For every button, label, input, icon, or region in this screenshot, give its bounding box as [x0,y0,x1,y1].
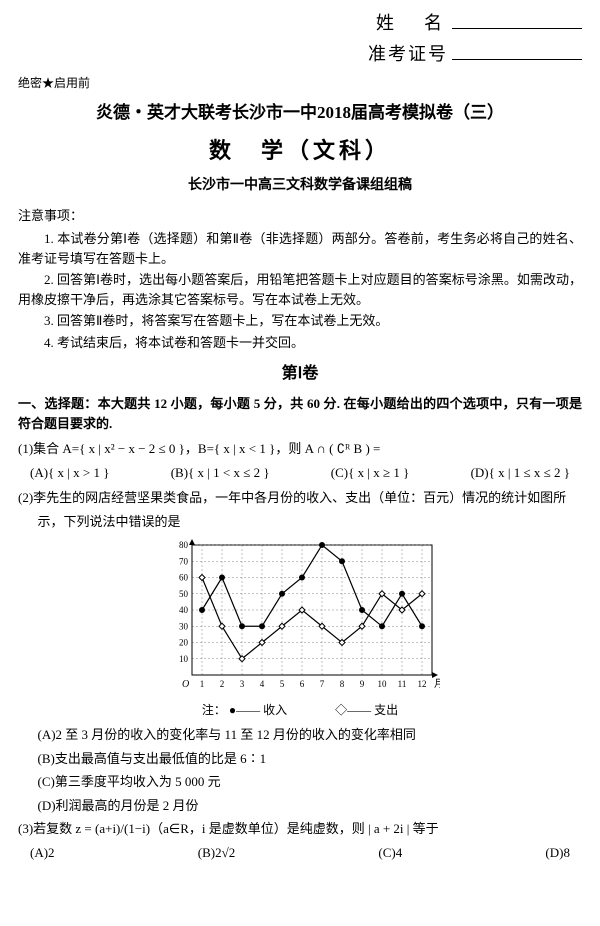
q2-opt-d: (D)利润最高的月份是 2 月份 [18,796,582,816]
svg-text:50: 50 [179,589,189,599]
svg-text:月: 月 [434,678,440,690]
q2-opt-b: (B)支出最高值与支出最低值的比是 6∶1 [18,749,582,769]
name-underline [452,11,582,29]
q3-stem: (3)若复数 z = (a+i)/(1−i)（a∈R，i 是虚数单位）是纯虚数，… [18,819,582,839]
notice-item: 3. 回答第Ⅱ卷时，将答案写在答题卡上，写在本试卷上无效。 [18,311,582,331]
chart-container: 1020304050607080123456789101112O月 [18,537,582,697]
q3-opt-d: (D)8 [545,843,570,863]
svg-text:11: 11 [398,679,407,689]
chart-legend: 注： ●—— 收入 ◇—— 支出 [18,701,582,719]
q2-opt-a: (A)2 至 3 月份的收入的变化率与 11 至 12 月份的收入的变化率相同 [18,725,582,745]
id-underline [452,42,582,60]
svg-text:7: 7 [320,679,325,689]
q1-opt-c: (C){ x | x ≥ 1 } [331,463,410,483]
q2-opt-c: (C)第三季度平均收入为 5 000 元 [18,772,582,792]
q3-opt-a: (A)2 [30,843,55,863]
section1-head: 一、选择题：本大题共 12 小题，每小题 5 分，共 60 分. 在每小题给出的… [18,394,582,433]
income-expense-chart: 1020304050607080123456789101112O月 [160,537,440,697]
notice-list: 1. 本试卷分第Ⅰ卷（选择题）和第Ⅱ卷（非选择题）两部分。答卷前，考生务必将自己… [18,229,582,352]
notice-item: 2. 回答第Ⅰ卷时，选出每小题答案后，用铅笔把答题卡上对应题目的答案标号涂黑。如… [18,270,582,309]
q3-opt-b: (B)2√2 [198,843,235,863]
id-field-row: 准考证号 [18,41,582,68]
q2-stem-line2: 示，下列说法中错误的是 [18,512,582,532]
svg-text:4: 4 [260,679,265,689]
q1-options: (A){ x | x > 1 } (B){ x | 1 < x ≤ 2 } (C… [18,463,582,483]
id-label: 准考证号 [368,41,448,68]
svg-text:30: 30 [179,621,189,631]
svg-text:2: 2 [220,679,225,689]
q3-options: (A)2 (B)2√2 (C)4 (D)8 [18,843,582,863]
subject-title: 数 学（文科） [18,134,582,167]
svg-text:8: 8 [340,679,345,689]
confidential-mark: 绝密★启用前 [18,74,582,92]
main-title: 炎德・英才大联考长沙市一中2018届高考模拟卷（三） [18,100,582,126]
svg-text:3: 3 [240,679,245,689]
svg-text:O: O [182,679,189,690]
svg-text:20: 20 [179,638,189,648]
notice-item: 1. 本试卷分第Ⅰ卷（选择题）和第Ⅱ卷（非选择题）两部分。答卷前，考生务必将自己… [18,229,582,268]
source-line: 长沙市一中高三文科数学备课组组稿 [18,175,582,196]
svg-text:1: 1 [200,679,205,689]
svg-text:12: 12 [418,679,427,689]
notice-head: 注意事项： [18,206,582,226]
q2-stem-line1: (2)李先生的网店经营坚果类食品，一年中各月份的收入、支出（单位：百元）情况的统… [18,488,582,508]
q1-opt-a: (A){ x | x > 1 } [30,463,109,483]
svg-text:5: 5 [280,679,285,689]
svg-text:6: 6 [300,679,305,689]
name-label: 姓 名 [376,10,448,37]
notice-item: 4. 考试结束后，将本试卷和答题卡一并交回。 [18,333,582,353]
header-fields: 姓 名 准考证号 [18,10,582,68]
name-field-row: 姓 名 [18,10,582,37]
svg-text:10: 10 [378,679,388,689]
svg-text:60: 60 [179,573,189,583]
svg-text:70: 70 [179,556,189,566]
q1-opt-d: (D){ x | 1 ≤ x ≤ 2 } [471,463,570,483]
q1-opt-b: (B){ x | 1 < x ≤ 2 } [171,463,270,483]
svg-text:80: 80 [179,540,189,550]
q1-stem: (1)集合 A={ x | x² − x − 2 ≤ 0 }，B={ x | x… [18,439,582,459]
svg-text:40: 40 [179,605,189,615]
svg-text:9: 9 [360,679,365,689]
svg-text:10: 10 [179,654,189,664]
part1-title: 第Ⅰ卷 [18,362,582,386]
q3-opt-c: (C)4 [378,843,402,863]
